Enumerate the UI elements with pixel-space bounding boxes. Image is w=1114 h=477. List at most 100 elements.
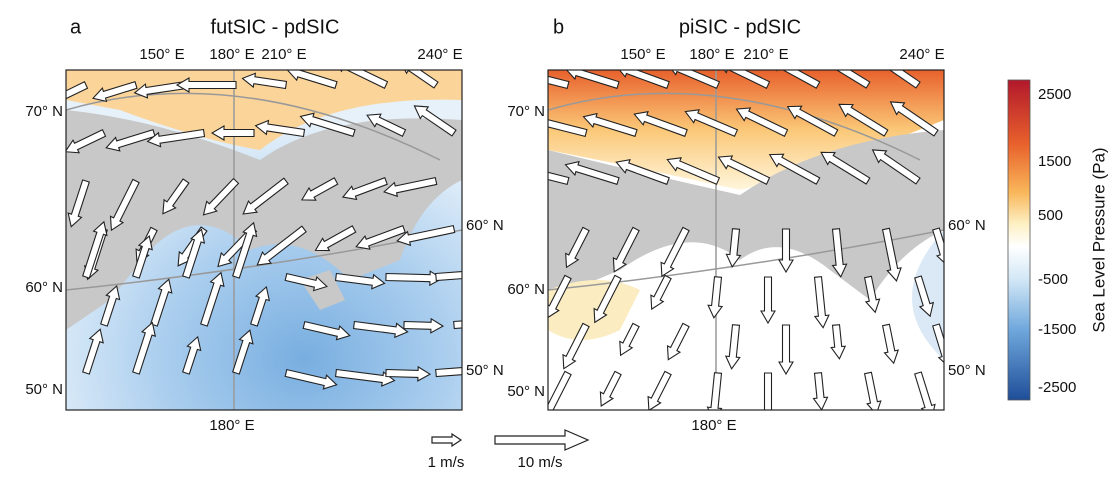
wind-vector (812, 372, 829, 410)
wind-vector (133, 80, 188, 99)
wind-vector (660, 226, 690, 278)
wind-vector (403, 317, 445, 334)
wind-vector (599, 370, 622, 407)
wind-vector (182, 228, 206, 279)
wind-vector (256, 225, 307, 266)
wind-vector (565, 70, 620, 89)
wind-vector (67, 179, 90, 228)
wind-vector (838, 103, 889, 137)
wind-vector (786, 105, 839, 137)
wind-vector (299, 112, 356, 137)
lat-label: 60° N (25, 279, 63, 296)
wind-vector (725, 228, 742, 268)
wind-vector (435, 367, 462, 378)
lon-label: 180° E (209, 46, 254, 63)
wind-vector (666, 157, 721, 185)
wind-vector (66, 129, 107, 154)
colorbar (1007, 79, 1031, 401)
lon-label: 240° E (899, 46, 944, 63)
wind-vector (385, 270, 444, 287)
wind-vector (341, 176, 388, 201)
wind-vector (435, 271, 462, 282)
wind-vector (66, 81, 89, 104)
map-frame (65, 69, 463, 411)
wind-vector (723, 70, 771, 89)
wind-vector (396, 224, 456, 247)
colorbar-tick-label: 500 (1038, 207, 1063, 224)
wind-vector (863, 275, 881, 314)
lat-label: 50° N (466, 362, 504, 379)
lat-label: 50° N (25, 381, 63, 398)
wind-vector (132, 321, 157, 375)
panel-title: piSIC - pdSIC (679, 16, 801, 38)
wind-vector (633, 110, 688, 138)
wind-vector (175, 77, 237, 93)
wind-vector (109, 178, 140, 232)
lon-label: 180° E (209, 417, 254, 434)
wind-vector (914, 371, 936, 410)
wind-vector (548, 370, 572, 410)
wind-vector (582, 112, 638, 137)
wind-vector (105, 129, 156, 152)
map-frame (547, 69, 945, 411)
wind-vector (889, 101, 939, 137)
wind-vector (615, 158, 670, 186)
panel-letter: b (553, 16, 564, 38)
wind-vector (775, 70, 821, 89)
wind-vector (334, 368, 396, 387)
wind-vector (871, 149, 921, 185)
wind-vector (760, 276, 776, 325)
wind-vector (366, 113, 407, 137)
wind-vector (548, 119, 588, 138)
colorbar-tick-label: 2500 (1038, 86, 1071, 103)
wind-vector (565, 226, 590, 269)
lat-label: 70° N (25, 103, 63, 120)
lon-label: 180° E (691, 417, 736, 434)
wind-vector (914, 275, 935, 318)
legend-arrow (494, 429, 590, 451)
wind-vector (302, 320, 351, 341)
wind-vector (339, 70, 389, 89)
lat-label: 60° N (948, 217, 986, 234)
wind-vector (100, 284, 121, 327)
panel-title: futSIC - pdSIC (211, 16, 340, 38)
wind-vector (619, 322, 640, 357)
colorbar-tick-label: -1500 (1038, 321, 1076, 338)
wind-vector (717, 155, 771, 185)
wind-vector (314, 225, 357, 252)
wind-vector (91, 81, 138, 103)
wind-vector (562, 322, 590, 370)
wind-vector (241, 72, 288, 90)
wind-vector (548, 75, 570, 90)
wind-vector (146, 128, 206, 148)
colorbar-tick-label: 1500 (1038, 153, 1071, 170)
wind-vector (286, 70, 338, 89)
lat-label: 50° N (948, 362, 986, 379)
wind-vector (564, 160, 620, 185)
wind-vector (385, 365, 432, 382)
wind-vector (881, 323, 900, 365)
lon-label: 210° E (261, 46, 306, 63)
wind-vector (724, 324, 741, 370)
map-a (66, 70, 462, 410)
wind-vector (232, 221, 258, 279)
wind-vector (210, 125, 255, 141)
wind-vector (706, 372, 723, 410)
wind-vector (352, 320, 409, 339)
lon-label: 180° E (689, 46, 734, 63)
wind-vector (647, 370, 672, 410)
wind-vector (284, 368, 338, 390)
wind-vector (162, 178, 190, 215)
lat-label: 70° N (507, 103, 545, 120)
legend-arrow (431, 432, 463, 448)
wind-vector (778, 324, 794, 376)
wind-vector (813, 276, 830, 329)
wind-vector (300, 177, 339, 201)
legend-label: 1 m/s (428, 454, 465, 471)
wind-vector (82, 328, 104, 375)
wind-vector (355, 224, 406, 250)
wind-vector (200, 271, 225, 327)
lon-label: 210° E (743, 46, 788, 63)
lon-label: 150° E (139, 46, 184, 63)
